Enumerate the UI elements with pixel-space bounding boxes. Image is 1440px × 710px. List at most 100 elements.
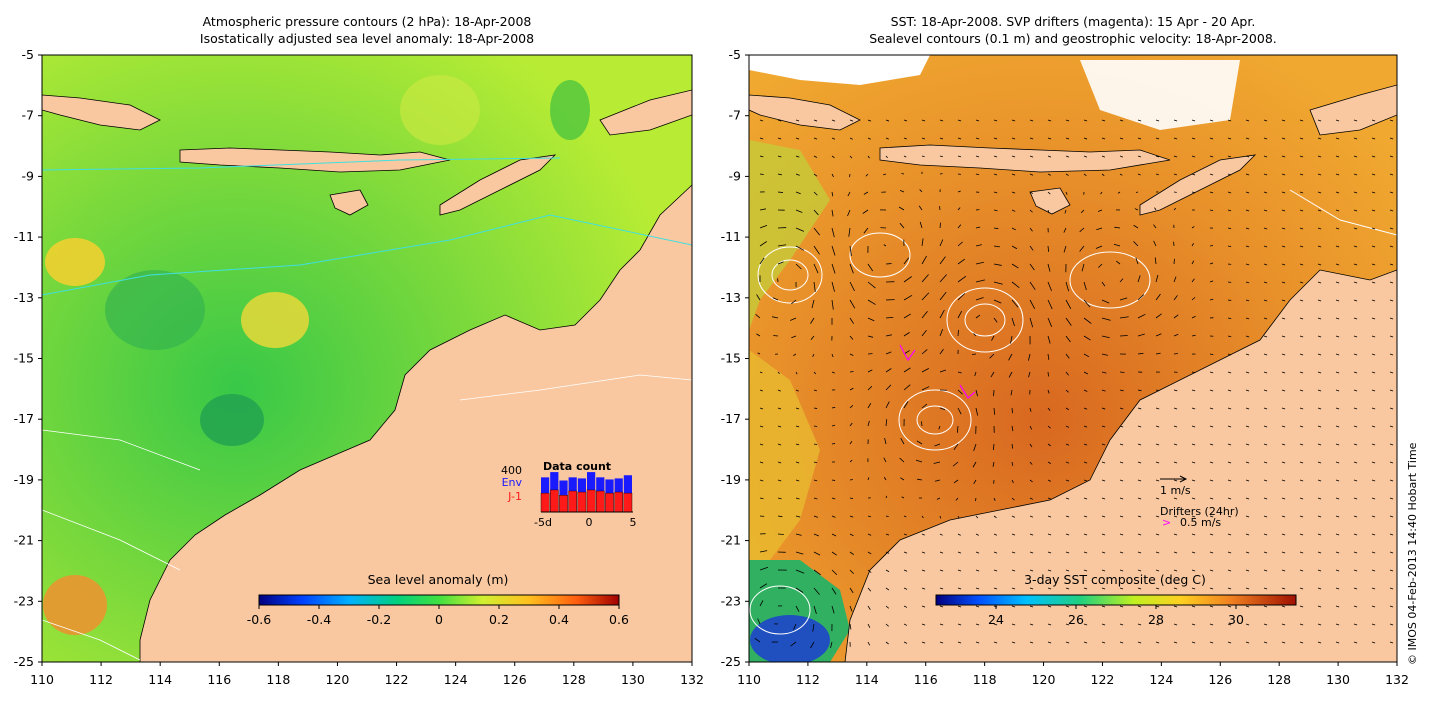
- velocity-arrow: [1389, 173, 1394, 176]
- velocity-arrow: [1065, 299, 1072, 309]
- velocity-arrow: [793, 623, 797, 630]
- velocity-arrow: [795, 569, 805, 574]
- lon-tick-label: 128: [1267, 672, 1291, 687]
- velocity-arrow: [1389, 317, 1394, 320]
- colorbar-tick-label: 28: [1148, 612, 1164, 627]
- velocity-arrow: [1101, 569, 1106, 572]
- velocity-arrow: [1047, 371, 1049, 377]
- velocity-arrow: [1245, 281, 1250, 284]
- velocity-arrow: [1047, 641, 1052, 644]
- velocity-arrow: [759, 583, 768, 589]
- velocity-arrow: [975, 605, 980, 608]
- velocity-arrow: [1137, 119, 1142, 122]
- velocity-arrow: [1263, 137, 1268, 140]
- velocity-arrow: [975, 551, 980, 554]
- velocity-arrow: [1209, 298, 1214, 301]
- lat-tick-label: -25: [14, 654, 34, 669]
- velocity-arrow: [1299, 407, 1304, 410]
- velocity-arrow: [1029, 623, 1034, 626]
- java-island: [749, 94, 861, 131]
- velocity-arrow: [1135, 191, 1139, 193]
- lat-tick-label: -19: [721, 472, 741, 487]
- lat-tick-label: -21: [721, 533, 741, 548]
- right-title-line2: Sealevel contours (0.1 m) and geostrophi…: [869, 31, 1277, 46]
- velocity-arrow: [1389, 335, 1394, 338]
- velocity-arrow: [831, 263, 836, 274]
- anomaly-low: [550, 80, 590, 140]
- velocity-arrow: [1011, 569, 1016, 572]
- velocity-arrow: [1371, 137, 1376, 140]
- velocity-arrow: [1155, 461, 1160, 464]
- velocity-arrow: [831, 209, 834, 217]
- velocity-arrow: [849, 404, 854, 409]
- lon-tick-label: 112: [796, 672, 820, 687]
- velocity-arrow: [1137, 461, 1142, 464]
- lat-tick-label: -17: [14, 411, 34, 426]
- velocity-arrow: [1153, 224, 1157, 229]
- velocity-arrow: [1245, 245, 1250, 248]
- velocity-arrow: [1227, 191, 1232, 194]
- velocity-arrow: [1209, 173, 1214, 176]
- velocity-arrow: [1079, 245, 1085, 252]
- velocity-arrow: [1317, 173, 1322, 176]
- velocity-arrow: [1191, 479, 1196, 482]
- velocity-arrow: [867, 155, 870, 159]
- velocity-arrow: [1335, 119, 1340, 122]
- velocity-arrow: [1335, 407, 1340, 410]
- velocity-arrow: [1173, 276, 1177, 283]
- velocity-arrow: [957, 224, 962, 229]
- colorbar-tick-label: 0.2: [489, 612, 509, 627]
- velocity-arrow: [1173, 497, 1178, 500]
- velocity-arrow: [1191, 296, 1196, 301]
- velocity-arrow: [885, 533, 890, 536]
- velocity-arrow: [813, 533, 820, 537]
- velocity-arrow: [1371, 605, 1376, 608]
- velocity-arrow: [1299, 605, 1304, 608]
- velocity-arrow: [1263, 245, 1268, 248]
- velocity-arrow: [1079, 227, 1085, 233]
- inset-j1-bar: [614, 491, 623, 513]
- velocity-arrow: [1281, 353, 1286, 356]
- velocity-arrow: [1245, 515, 1250, 518]
- right-lat-axis: -5 -7 -9 -11 -13 -15 -17 -19 -21 -23 -25: [721, 47, 749, 669]
- credit-text: © IMOS 04-Feb-2013 14:40 Hobart Time: [1406, 442, 1419, 665]
- velocity-arrow: [1101, 623, 1106, 626]
- velocity-arrow: [975, 155, 980, 158]
- velocity-arrow: [1191, 191, 1196, 194]
- velocity-arrow: [921, 386, 930, 391]
- velocity-arrow: [1227, 587, 1232, 590]
- velocity-arrow: [847, 209, 851, 217]
- velocity-arrow: [1155, 389, 1160, 392]
- velocity-arrow: [1029, 299, 1036, 310]
- velocity-arrow: [813, 569, 821, 576]
- velocity-arrow: [1317, 533, 1322, 536]
- velocity-arrow: [1335, 137, 1340, 140]
- velocity-arrow: [813, 479, 818, 482]
- velocity-arrow: [867, 551, 872, 555]
- velocity-arrow: [1389, 461, 1394, 464]
- velocity-arrow: [795, 551, 804, 555]
- velocity-arrow: [1083, 515, 1088, 518]
- velocity-arrow: [1083, 299, 1091, 308]
- velocity-arrow: [883, 244, 887, 247]
- velocity-arrow: [1083, 371, 1089, 375]
- velocity-arrow: [1281, 461, 1286, 464]
- pressure-contour: [42, 157, 561, 171]
- velocity-arrow: [1371, 623, 1376, 626]
- velocity-arrow: [1065, 623, 1070, 626]
- velocity-arrow: [939, 239, 944, 247]
- velocity-arrow: [957, 275, 967, 283]
- velocity-arrow: [1245, 461, 1250, 464]
- velocity-arrow: [1191, 443, 1196, 446]
- velocity-arrow: [1011, 443, 1014, 449]
- velocity-arrow: [991, 335, 995, 341]
- velocity-arrow: [1281, 317, 1286, 320]
- velocity-arrow: [1173, 641, 1178, 644]
- velocity-arrow: [939, 605, 944, 608]
- inset-j1-bar: [586, 489, 596, 513]
- drifter-legend-symbol: >: [1162, 516, 1171, 529]
- velocity-arrow: [777, 407, 782, 410]
- velocity-arrow: [921, 533, 925, 536]
- velocity-arrow: [1227, 353, 1232, 356]
- velocity-arrow: [1317, 191, 1322, 194]
